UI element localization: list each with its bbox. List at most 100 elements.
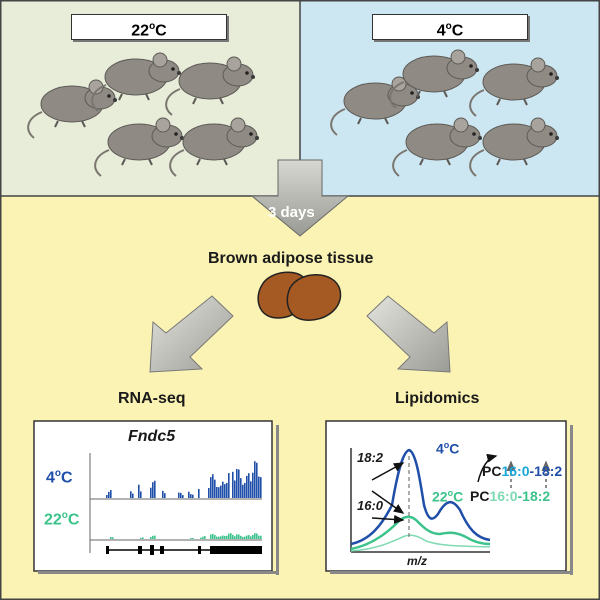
lipidomics-panel	[325, 420, 567, 572]
coverage-bar	[244, 482, 246, 498]
gene-name: Fndc5	[128, 428, 176, 445]
coverage-bar	[226, 535, 228, 539]
arrow-to-rnaseq-icon	[149, 295, 234, 373]
coverage-bar	[162, 490, 164, 498]
lipid-species-22c: PC16:0-18:2	[470, 488, 551, 504]
coverage-bar	[248, 473, 250, 498]
coverage-bar	[138, 484, 140, 498]
coverage-bar	[208, 488, 210, 498]
coverage-bar	[256, 533, 258, 539]
spectrum-22c-line	[350, 515, 491, 551]
coverage-bar	[240, 535, 242, 539]
coverage-bar	[182, 495, 184, 498]
coverage-bar	[218, 487, 220, 498]
coverage-bar	[242, 536, 244, 539]
coverage-bar	[230, 533, 232, 539]
time-arrow-icon	[250, 159, 350, 237]
peak-label-18-2: 18:2	[357, 450, 384, 465]
coverage-bar	[226, 482, 228, 498]
coverage-bar	[204, 536, 206, 539]
coverage-bar	[232, 534, 234, 539]
coverage-bar	[240, 478, 242, 498]
coverage-bar	[228, 473, 230, 498]
coverage-bar	[232, 471, 234, 498]
lipid-species-4c: PC16:0-18:2	[482, 463, 563, 479]
coverage-bar	[190, 538, 192, 539]
track-label-4c: 4oC	[46, 468, 73, 487]
arrow-to-lipidomics-icon	[366, 295, 451, 373]
coverage-bar	[252, 535, 254, 539]
condition-label-22c: 22oC	[71, 14, 227, 40]
coverage-bar	[244, 536, 246, 539]
tissue-lobe-icon	[286, 274, 342, 321]
coverage-bar	[218, 536, 220, 539]
coverage-bar	[192, 494, 194, 498]
coverage-bar	[246, 475, 248, 498]
coverage-bar	[130, 491, 132, 498]
coverage-bar	[216, 486, 218, 498]
coverage-bar	[228, 533, 230, 539]
coverage-bar	[198, 488, 200, 498]
coverage-bar	[222, 481, 224, 498]
coverage-bar	[258, 535, 260, 539]
tissue-label: Brown adipose tissue	[208, 250, 374, 267]
coverage-bar	[250, 536, 252, 539]
coverage-bar	[152, 482, 154, 498]
coverage-bar	[260, 535, 262, 539]
coverage-bar	[190, 494, 192, 498]
peak-arrow-icon	[371, 462, 405, 481]
coverage-bar	[246, 535, 248, 539]
coverage-bar	[210, 534, 212, 539]
coverage-bar	[140, 491, 142, 498]
coverage-bar	[222, 535, 224, 539]
coverage-bar	[248, 535, 250, 539]
lipid-label-22c: 22oC	[432, 488, 464, 505]
condition-label-4c: 4oC	[372, 14, 528, 40]
coverage-track-4c	[106, 461, 262, 498]
coverage-bar	[254, 533, 256, 539]
arrow-label: 3 days	[268, 204, 315, 221]
coverage-bar	[110, 490, 112, 498]
coverage-bar	[214, 535, 216, 539]
coverage-bar	[216, 536, 218, 539]
coverage-bar	[150, 487, 152, 498]
coverage-bar	[110, 537, 112, 539]
coverage-bar	[112, 537, 114, 539]
coverage-bar	[154, 480, 156, 498]
coverage-bar	[178, 492, 180, 498]
peak-label-16-0: 16:0	[357, 498, 384, 513]
coverage-bar	[106, 494, 108, 498]
coverage-bar	[238, 534, 240, 539]
curved-arrow-icon	[477, 453, 498, 483]
axis-label-mz: m/z	[407, 554, 428, 568]
track-label-22c: 22oC	[44, 510, 80, 529]
coverage-bar	[236, 534, 238, 539]
coverage-bar	[234, 536, 236, 539]
coverage-bar	[258, 476, 260, 498]
coverage-bar	[252, 472, 254, 498]
coverage-bar	[234, 480, 236, 498]
coverage-bar	[188, 491, 190, 498]
coverage-bar	[212, 474, 214, 498]
coverage-bar	[154, 535, 156, 539]
coverage-bar	[220, 536, 222, 539]
coverage-bar	[202, 536, 204, 539]
coverage-bar	[180, 492, 182, 498]
coverage-bar	[260, 477, 262, 498]
coverage-bar	[224, 484, 226, 498]
coverage-bar	[164, 493, 166, 498]
coverage-bar	[140, 537, 142, 539]
coverage-bar	[236, 468, 238, 498]
coverage-bar	[142, 537, 144, 539]
coverage-bar	[242, 484, 244, 498]
coverage-bar	[212, 533, 214, 539]
peak-arrow-icon	[371, 514, 405, 524]
coverage-track-22c	[110, 533, 262, 539]
coverage-bar	[132, 493, 134, 498]
peak-arrow-icon	[371, 490, 405, 514]
coverage-bar	[254, 461, 256, 498]
coverage-bar	[238, 469, 240, 498]
lipid-label-4c: 4oC	[436, 440, 460, 457]
